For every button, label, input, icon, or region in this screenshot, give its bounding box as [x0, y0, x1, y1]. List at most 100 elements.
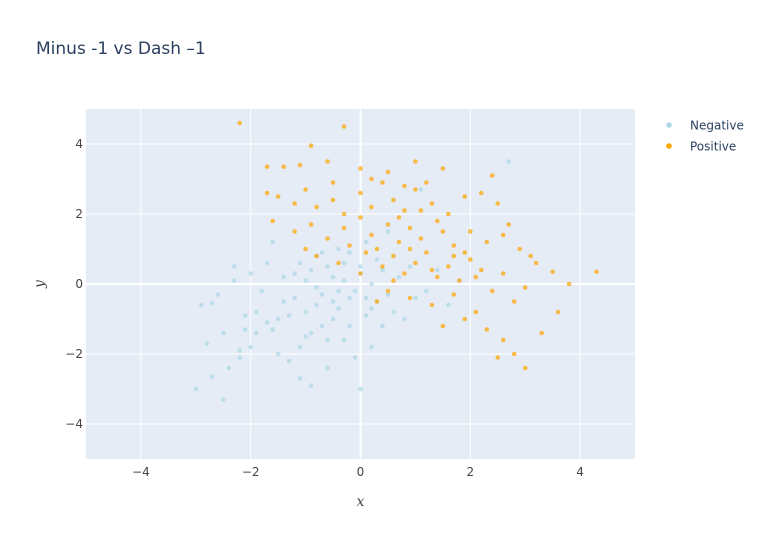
- data-point-negative: [292, 271, 297, 276]
- data-point-negative: [308, 267, 314, 273]
- data-point-positive: [341, 225, 347, 231]
- data-point-negative: [220, 397, 226, 402]
- data-point-negative: [380, 267, 385, 273]
- data-point-negative: [259, 288, 264, 294]
- data-point-positive: [440, 229, 446, 234]
- data-point-negative: [396, 274, 402, 280]
- data-point-positive: [391, 253, 396, 259]
- data-point-positive: [418, 208, 424, 213]
- data-point-positive: [528, 253, 533, 259]
- data-point-negative: [198, 302, 204, 308]
- legend[interactable]: Negative Positive: [666, 119, 744, 154]
- data-point-negative: [286, 313, 292, 318]
- data-point-negative: [242, 313, 248, 318]
- data-point-negative: [270, 239, 275, 245]
- data-point-negative: [330, 299, 336, 304]
- data-point-negative: [363, 295, 369, 301]
- data-point-positive: [473, 309, 479, 315]
- data-point-negative: [231, 278, 237, 283]
- data-point-positive: [506, 222, 512, 227]
- x-axis-label: x: [357, 494, 365, 510]
- x-tick-label: 4: [576, 465, 584, 479]
- data-point-positive: [369, 176, 374, 182]
- data-point-negative: [374, 257, 380, 262]
- data-point-negative: [215, 292, 221, 297]
- data-point-positive: [308, 222, 314, 227]
- data-point-positive: [429, 302, 435, 308]
- data-point-negative: [369, 306, 374, 311]
- tick-labels: −4 −2 0 2 4 −4 −2 0 2 4: [65, 137, 584, 479]
- data-point-negative: [325, 264, 330, 269]
- legend-marker-positive: [666, 143, 672, 149]
- data-point-negative: [418, 187, 424, 192]
- data-point-positive: [473, 274, 479, 280]
- data-point-positive: [330, 197, 336, 203]
- data-point-negative: [297, 260, 303, 266]
- data-point-negative: [275, 351, 281, 357]
- data-point-positive: [511, 299, 517, 304]
- data-point-positive: [402, 208, 407, 213]
- y-tick-label: 0: [75, 277, 83, 291]
- data-point-negative: [297, 344, 303, 350]
- data-point-positive: [429, 201, 435, 206]
- data-point-positive: [413, 159, 418, 164]
- y-tick-label: −2: [65, 347, 83, 361]
- data-point-negative: [336, 288, 341, 294]
- data-point-positive: [358, 215, 363, 220]
- data-point-positive: [358, 166, 363, 171]
- data-point-negative: [391, 309, 396, 315]
- data-point-positive: [385, 288, 391, 294]
- legend-label-negative: Negative: [690, 119, 744, 133]
- data-point-positive: [325, 236, 330, 241]
- data-point-negative: [242, 327, 248, 332]
- data-point-positive: [435, 274, 440, 280]
- data-point-positive: [314, 253, 319, 259]
- data-point-negative: [319, 323, 325, 329]
- data-point-negative: [347, 323, 352, 329]
- data-point-negative: [281, 274, 286, 280]
- data-point-positive: [522, 285, 528, 290]
- data-point-negative: [347, 295, 352, 301]
- data-point-positive: [402, 183, 407, 189]
- data-point-positive: [380, 180, 385, 185]
- x-tick-label: 2: [466, 465, 474, 479]
- data-point-negative: [193, 386, 199, 392]
- data-point-negative: [369, 344, 374, 350]
- data-point-negative: [407, 264, 413, 269]
- data-point-positive: [380, 264, 385, 269]
- data-point-negative: [303, 278, 308, 283]
- data-point-negative: [330, 274, 336, 280]
- data-point-negative: [369, 281, 374, 287]
- data-point-positive: [270, 218, 275, 224]
- data-point-positive: [478, 267, 484, 273]
- data-point-negative: [270, 327, 275, 332]
- data-point-negative: [292, 295, 297, 301]
- data-point-positive: [495, 201, 501, 206]
- data-point-negative: [385, 292, 391, 297]
- data-point-positive: [303, 187, 308, 192]
- data-point-positive: [325, 159, 330, 164]
- data-point-positive: [478, 190, 484, 196]
- data-point-positive: [369, 204, 374, 210]
- y-tick-label: 4: [75, 137, 83, 151]
- data-point-negative: [325, 337, 330, 343]
- data-point-negative: [358, 386, 363, 392]
- legend-item-negative[interactable]: Negative: [666, 119, 744, 133]
- data-point-negative: [435, 267, 440, 273]
- data-point-negative: [281, 299, 286, 304]
- data-point-positive: [566, 281, 572, 287]
- legend-item-positive[interactable]: Positive: [666, 140, 736, 154]
- data-point-negative: [363, 313, 369, 318]
- data-point-negative: [237, 355, 243, 360]
- data-point-negative: [358, 264, 363, 269]
- data-point-positive: [484, 327, 490, 332]
- x-tick-label: 0: [357, 465, 365, 479]
- legend-marker-negative: [666, 122, 672, 128]
- data-point-negative: [413, 295, 418, 301]
- data-point-positive: [484, 239, 490, 245]
- data-point-positive: [462, 250, 468, 255]
- data-point-positive: [264, 164, 270, 170]
- data-point-positive: [446, 264, 451, 269]
- data-point-negative: [204, 341, 210, 346]
